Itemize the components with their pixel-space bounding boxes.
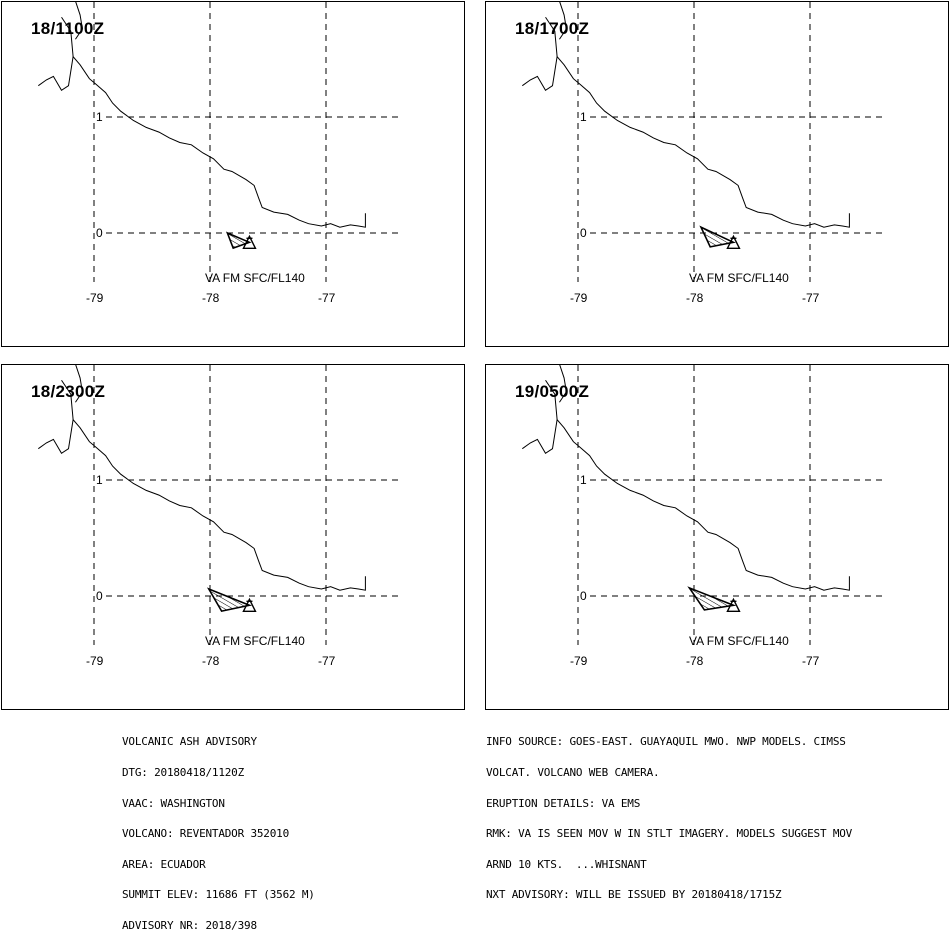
panel-time: 18/1100Z [31, 19, 105, 38]
footer-line: SUMMIT ELEV: 11686 FT (3562 M) [122, 888, 315, 902]
x-tick-label: -77 [318, 654, 336, 668]
footer-line: NXT ADVISORY: WILL BE ISSUED BY 20180418… [486, 888, 782, 902]
y-tick-label: 1 [580, 473, 587, 487]
y-tick-label: 0 [96, 589, 103, 603]
footer-line: VOLCANO: REVENTADOR 352010 [122, 827, 289, 841]
ash-level-annotation: VA FM SFC/FL140 [689, 271, 789, 285]
footer-line: RMK: VA IS SEEN MOV W IN STLT IMAGERY. M… [486, 827, 853, 841]
coastline [75, 2, 83, 40]
x-tick-label: -78 [686, 291, 704, 305]
panel-time: 18/1700Z [515, 19, 590, 38]
grid-lines [93, 365, 399, 645]
volcano-icon [242, 234, 257, 249]
footer-line: VOLCANIC ASH ADVISORY [122, 735, 257, 749]
map-plot: -79 -78 -77 1 0 VA FM SFC/FL140 [38, 365, 399, 668]
volcano-icon [726, 597, 741, 612]
advisory-info-right: INFO SOURCE: GOES-EAST. GUAYAQUIL MWO. N… [486, 717, 852, 911]
y-tick-label: 0 [96, 226, 103, 240]
y-tick-label: 1 [96, 473, 103, 487]
coastline [545, 379, 558, 420]
volcano-icon [726, 234, 741, 249]
x-tick-label: -77 [318, 291, 336, 305]
coastline [75, 365, 83, 403]
ash-cloud-polygon [225, 231, 252, 250]
forecast-panel: -79 -78 -77 1 0 VA FM SFC/FL140 18/1100Z [1, 1, 465, 347]
volcano-icon [242, 597, 257, 612]
map-plot: -79 -78 -77 1 0 VA FM SFC/FL140 [38, 2, 399, 305]
ash-cloud-polygon [687, 586, 737, 611]
ash-level-annotation: VA FM SFC/FL140 [689, 634, 789, 648]
coastline [61, 16, 74, 57]
coastline [559, 2, 567, 40]
advisory-info-left: VOLCANIC ASH ADVISORY DTG: 20180418/1120… [122, 717, 315, 941]
ash-cloud-polygon [206, 587, 253, 613]
x-tick-label: -79 [570, 654, 588, 668]
coastline [38, 418, 366, 591]
x-tick-label: -78 [686, 654, 704, 668]
ash-cloud-polygon [699, 225, 736, 248]
x-tick-label: -79 [570, 291, 588, 305]
coastline [545, 16, 558, 57]
x-tick-label: -78 [202, 291, 220, 305]
footer-line: AREA: ECUADOR [122, 857, 206, 871]
y-tick-label: 0 [580, 589, 587, 603]
x-tick-label: -77 [802, 291, 820, 305]
grid-lines [577, 2, 883, 282]
x-tick-label: -78 [202, 654, 220, 668]
y-tick-label: 1 [96, 110, 103, 124]
footer-line: ARND 10 KTS. ...WHISNANT [486, 857, 647, 871]
coastline [38, 55, 366, 228]
coastline [61, 379, 74, 420]
y-tick-label: 1 [580, 110, 587, 124]
coastline [559, 365, 567, 403]
panel-time: 18/2300Z [31, 382, 106, 401]
coastline [522, 55, 850, 228]
forecast-panel: -79 -78 -77 1 0 VA FM SFC/FL140 18/1700Z [485, 1, 949, 347]
footer-line: VOLCAT. VOLCANO WEB CAMERA. [486, 766, 660, 779]
map-plot: -79 -78 -77 1 0 VA FM SFC/FL140 [522, 2, 883, 305]
x-tick-label: -79 [86, 654, 104, 668]
forecast-panel: -79 -78 -77 1 0 VA FM SFC/FL140 19/0500Z [485, 364, 949, 710]
grid-lines [577, 365, 883, 645]
footer-line: VAAC: WASHINGTON [122, 796, 225, 810]
panel-time: 19/0500Z [515, 382, 590, 401]
x-tick-label: -79 [86, 291, 104, 305]
x-tick-label: -77 [802, 654, 820, 668]
footer-line: INFO SOURCE: GOES-EAST. GUAYAQUIL MWO. N… [486, 735, 846, 749]
forecast-panel: -79 -78 -77 1 0 VA FM SFC/FL140 18/2300Z [1, 364, 465, 710]
ash-level-annotation: VA FM SFC/FL140 [205, 271, 305, 285]
footer-line: DTG: 20180418/1120Z [122, 766, 245, 779]
coastline [522, 418, 850, 591]
map-plot: -79 -78 -77 1 0 VA FM SFC/FL140 [522, 365, 883, 668]
y-tick-label: 0 [580, 226, 587, 240]
footer-line: ADVISORY NR: 2018/398 [122, 918, 257, 932]
grid-lines [93, 2, 399, 282]
ash-level-annotation: VA FM SFC/FL140 [205, 634, 305, 648]
footer-line: ERUPTION DETAILS: VA EMS [486, 796, 641, 810]
